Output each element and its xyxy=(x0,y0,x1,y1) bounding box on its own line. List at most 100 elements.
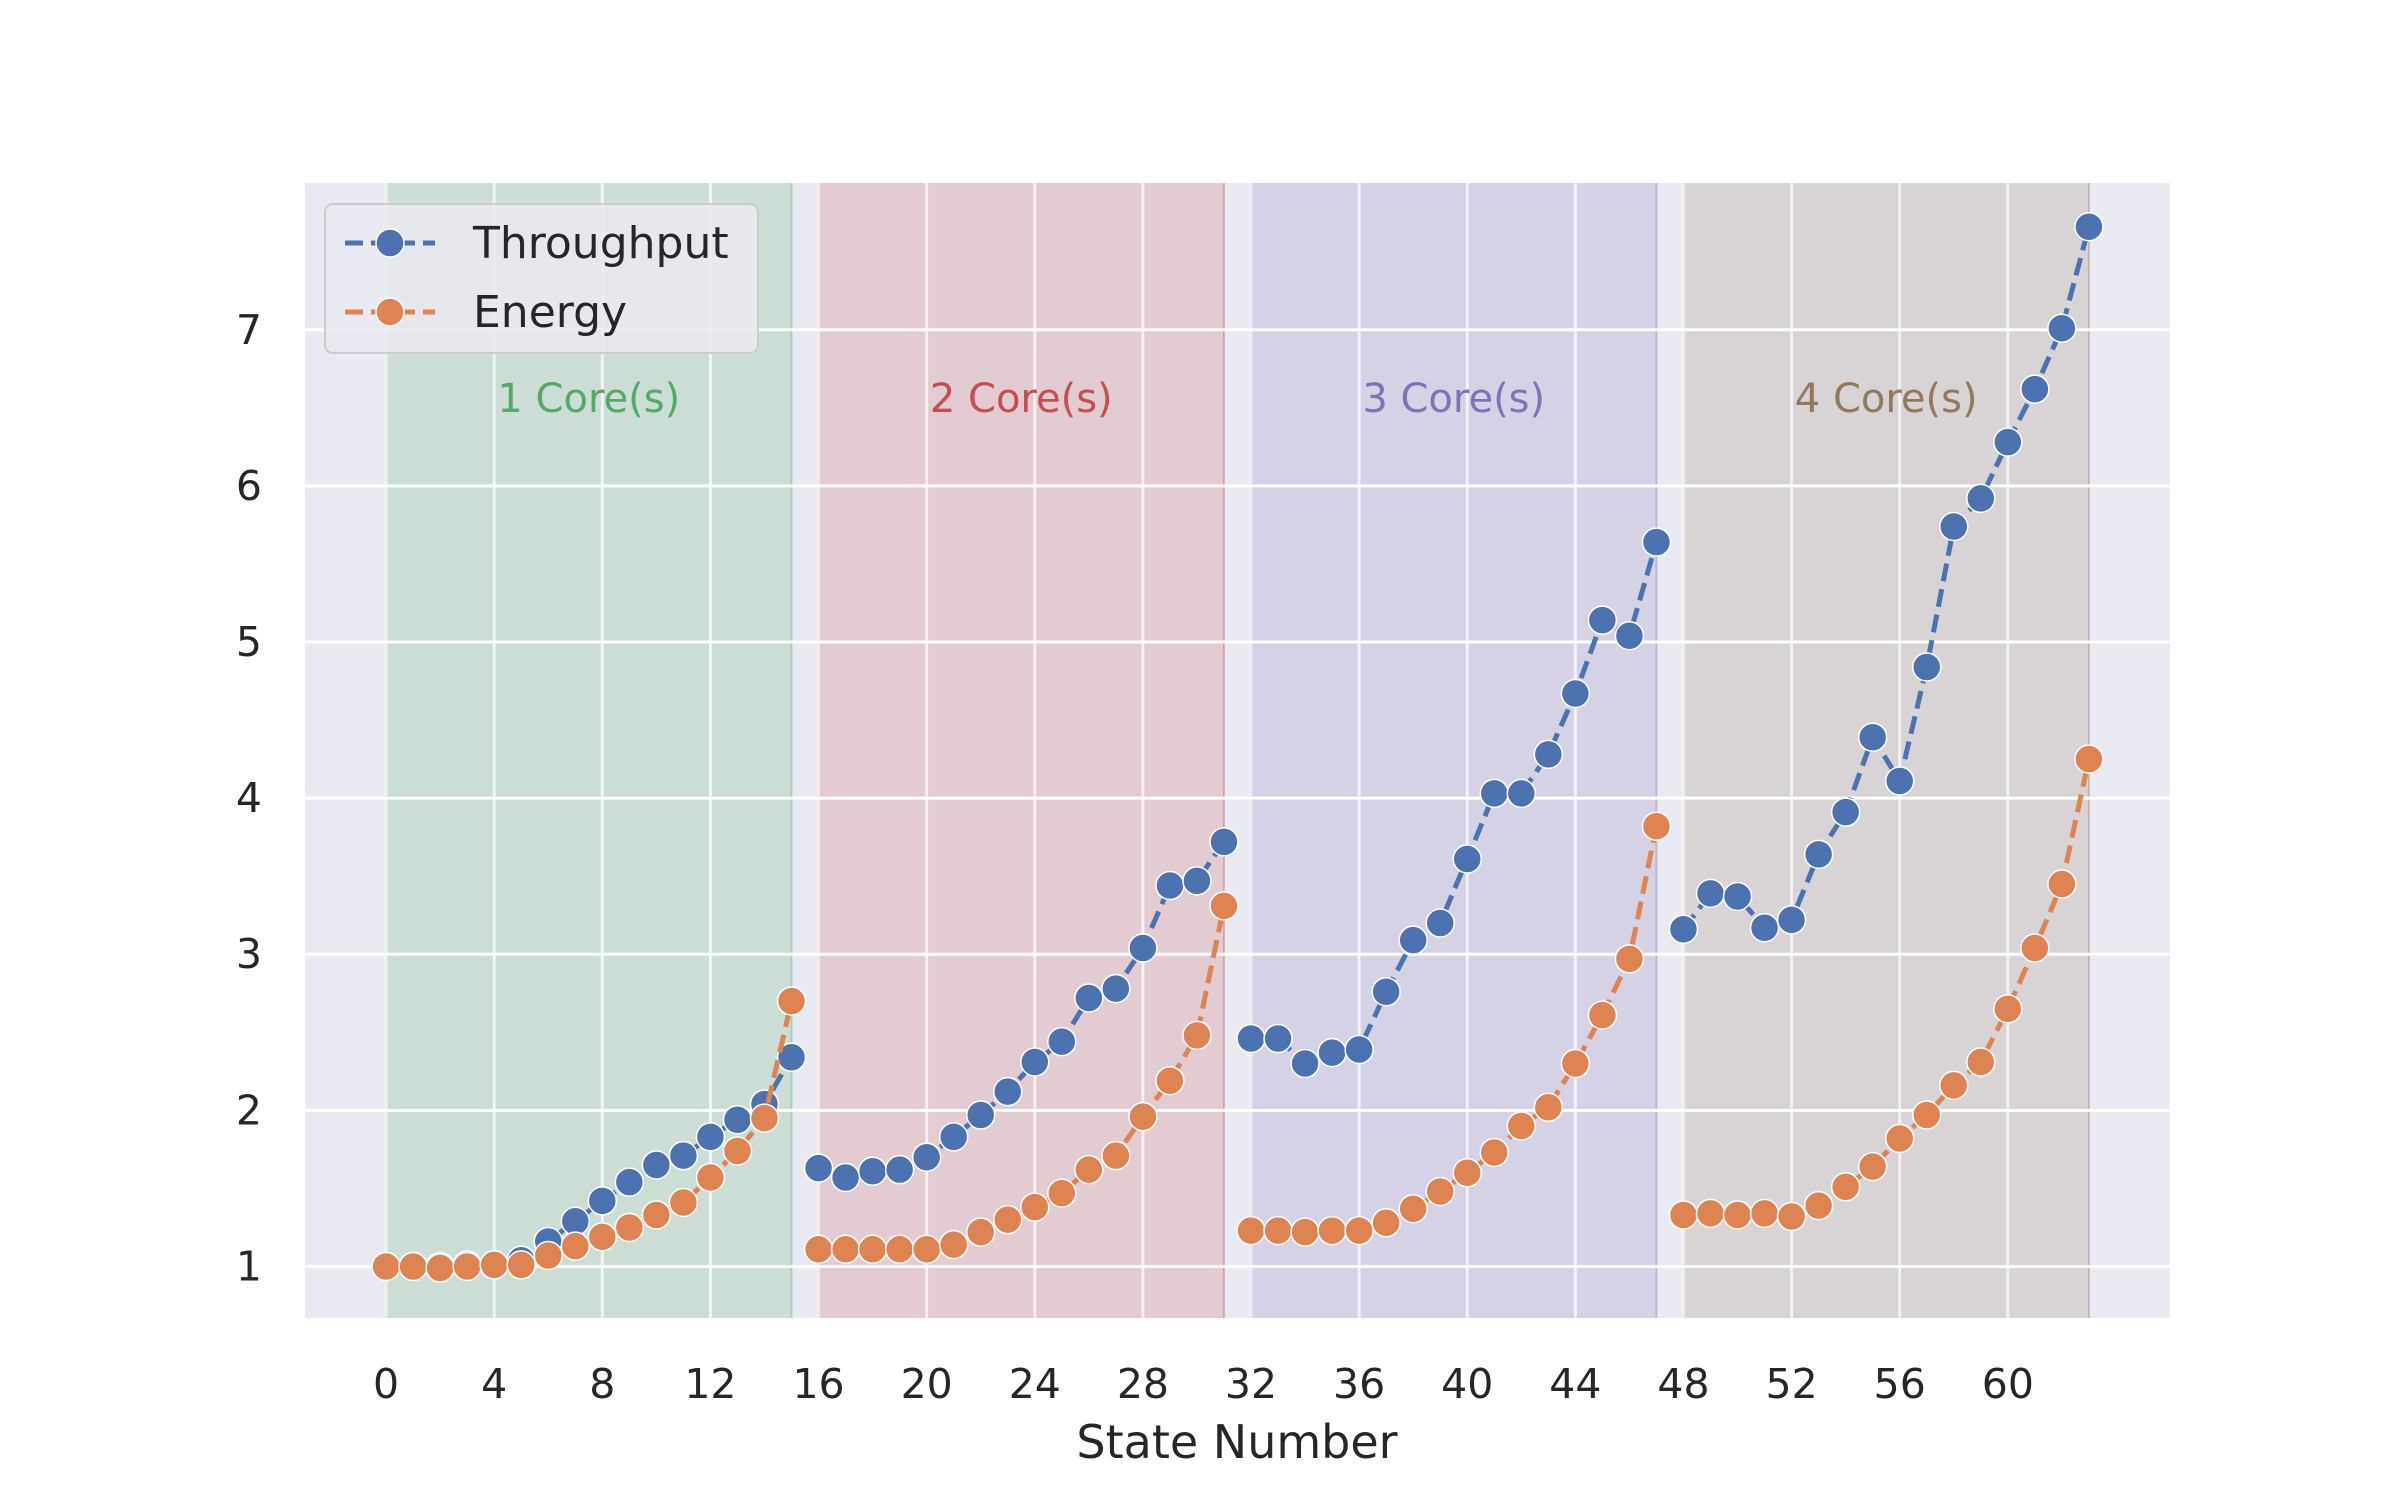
energy-point xyxy=(722,1136,753,1166)
energy-point xyxy=(2020,933,2050,963)
series-throughput xyxy=(371,211,2104,1282)
plot-background xyxy=(305,183,2170,1318)
throughput-point xyxy=(1317,1037,1347,1068)
energy-point xyxy=(425,1253,455,1283)
throughput-point xyxy=(560,1206,591,1236)
throughput-point xyxy=(2020,374,2050,404)
energy-point xyxy=(1371,1208,1401,1238)
energy-point xyxy=(1101,1140,1131,1171)
energy-point xyxy=(1749,1198,1780,1229)
y-tick-label: 1 xyxy=(236,1242,262,1290)
energy-point xyxy=(1020,1192,1050,1222)
energy-point xyxy=(371,1251,401,1282)
throughput-point xyxy=(1020,1047,1050,1077)
throughput-point xyxy=(1101,973,1131,1004)
core-regions xyxy=(385,183,2090,1318)
throughput-point xyxy=(1506,778,1537,809)
throughput-point xyxy=(1425,908,1455,938)
energy-point xyxy=(1587,1000,1618,1030)
energy-point xyxy=(1641,811,1672,841)
throughput-point xyxy=(776,1042,807,1073)
throughput-point xyxy=(1857,722,1888,752)
energy-point xyxy=(857,1234,888,1265)
legend-energy-marker xyxy=(375,297,405,327)
energy-point xyxy=(2047,869,2077,899)
x-axis-label: State Number xyxy=(1076,1415,1397,1469)
x-tick-label: 8 xyxy=(589,1360,615,1408)
energy-point xyxy=(1074,1154,1104,1185)
energy-point xyxy=(452,1251,482,1282)
throughput-point xyxy=(1182,866,1212,896)
throughput-point xyxy=(1452,844,1482,874)
y-tick-label: 7 xyxy=(236,306,262,354)
x-tick-label: 32 xyxy=(1225,1360,1277,1408)
throughput-point xyxy=(1749,912,1780,943)
throughput-point xyxy=(668,1140,699,1171)
throughput-point xyxy=(857,1156,888,1186)
throughput-point xyxy=(2074,211,2104,242)
x-tick-label: 16 xyxy=(792,1360,844,1408)
x-tick-label: 0 xyxy=(373,1360,399,1408)
throughput-point xyxy=(965,1100,996,1130)
throughput-point xyxy=(1830,797,1861,827)
energy-point xyxy=(1155,1065,1185,1096)
legend-throughput-marker xyxy=(375,228,405,258)
x-tick-label: 44 xyxy=(1549,1360,1601,1408)
region-3-shade xyxy=(1251,183,1657,1318)
throughput-point xyxy=(1641,527,1672,557)
legend-throughput-label: Throughput xyxy=(472,218,729,269)
throughput-point xyxy=(1263,1023,1293,1054)
throughput-point xyxy=(1074,983,1104,1013)
x-tick-label: 56 xyxy=(1874,1360,1926,1408)
region-2-label: 2 Core(s) xyxy=(930,376,1113,422)
throughput-point xyxy=(803,1153,834,1183)
energy-point xyxy=(1236,1215,1266,1246)
energy-point xyxy=(695,1162,726,1193)
throughput-point xyxy=(1884,766,1915,796)
energy-point xyxy=(993,1204,1023,1235)
throughput-point xyxy=(1939,511,1969,542)
energy-point xyxy=(1263,1215,1293,1246)
energy-point xyxy=(1128,1101,1158,1132)
energy-point xyxy=(641,1200,672,1230)
throughput-point xyxy=(1993,427,2023,457)
throughput-point xyxy=(1533,739,1564,770)
throughput-point xyxy=(1128,933,1158,963)
throughput-point xyxy=(938,1122,969,1152)
energy-point xyxy=(1317,1215,1347,1246)
throughput-point xyxy=(1587,605,1618,635)
series-energy xyxy=(371,744,2104,1283)
energy-point xyxy=(1884,1123,1915,1154)
region-1-label: 1 Core(s) xyxy=(497,376,680,422)
x-tick-label: 4 xyxy=(481,1360,507,1408)
throughput-point xyxy=(993,1076,1023,1107)
energy-point xyxy=(1506,1111,1537,1141)
throughput-point xyxy=(1722,881,1753,912)
energy-point xyxy=(1668,1200,1699,1230)
x-tick-label: 24 xyxy=(1009,1360,1061,1408)
energy-point xyxy=(830,1234,861,1265)
throughput-point xyxy=(587,1186,618,1216)
throughput-point xyxy=(1155,870,1185,901)
energy-point xyxy=(1533,1092,1564,1122)
energy-point xyxy=(884,1234,915,1265)
throughput-point xyxy=(1911,652,1942,682)
y-tick-label: 5 xyxy=(236,618,262,666)
throughput-point xyxy=(2047,313,2077,343)
energy-point xyxy=(1776,1201,1807,1232)
energy-point xyxy=(1857,1151,1888,1182)
x-tick-label: 52 xyxy=(1766,1360,1818,1408)
energy-point xyxy=(1398,1193,1428,1224)
throughput-point xyxy=(1236,1023,1266,1054)
throughput-point xyxy=(1695,878,1726,909)
throughput-point xyxy=(695,1122,726,1152)
energy-point xyxy=(533,1240,564,1271)
throughput-point xyxy=(1966,483,1996,514)
energy-point xyxy=(1803,1190,1834,1221)
throughput-point xyxy=(1560,678,1591,709)
throughput-point xyxy=(911,1142,942,1172)
region-4-shade xyxy=(1683,183,2089,1318)
energy-point xyxy=(1209,891,1239,921)
energy-point xyxy=(1911,1100,1942,1130)
y-tick-label: 6 xyxy=(236,462,262,510)
